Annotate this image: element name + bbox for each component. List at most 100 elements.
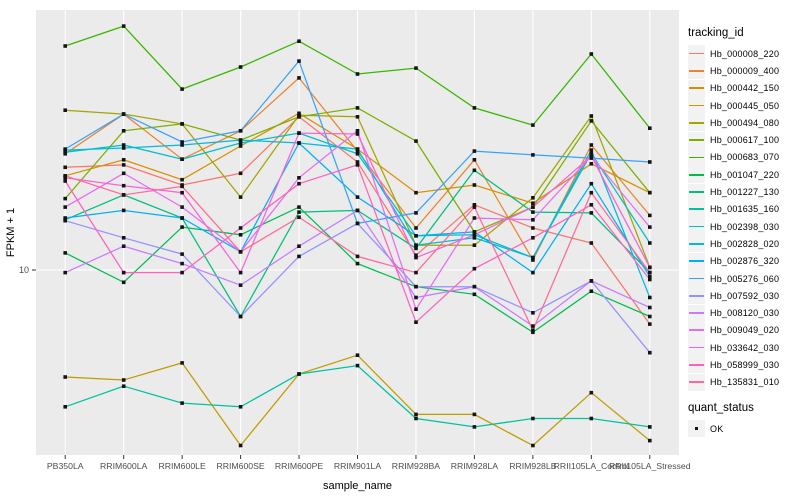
legend-item-Hb_001047_220: Hb_001047_220: [688, 166, 800, 184]
legend-key-line-icon: [689, 104, 704, 107]
data-point: [648, 213, 652, 218]
data-point: [121, 129, 126, 133]
data-point: [238, 138, 243, 142]
legend-key: [688, 131, 705, 149]
legend-item-Hb_000617_100: Hb_000617_100: [688, 131, 800, 149]
data-point: [355, 208, 360, 213]
data-point: [414, 211, 418, 215]
legend-key: [688, 304, 705, 322]
legend-item-Hb_001635_160: Hb_001635_160: [688, 200, 800, 218]
data-point: [472, 292, 477, 297]
data-point: [414, 307, 418, 311]
data-point: [648, 322, 652, 326]
legend-item-label: Hb_002876_320: [710, 256, 780, 267]
legend-key-line-icon: [689, 121, 704, 124]
data-point: [180, 177, 184, 182]
legend-key-line-icon: [689, 312, 704, 314]
data-point: [648, 277, 652, 282]
data-point: [472, 216, 477, 220]
legend-key: [688, 97, 705, 115]
legend-item-Hb_002876_320: Hb_002876_320: [688, 252, 800, 270]
x-tick-label: RRIM600SE: [216, 461, 264, 471]
data-point: [180, 122, 184, 126]
data-point: [531, 255, 535, 260]
data-point: [180, 184, 184, 189]
data-point: [472, 106, 477, 110]
legend-item-label: Hb_033642_030: [710, 342, 780, 353]
data-point: [355, 72, 360, 76]
legend-key: [688, 373, 705, 391]
data-point: [297, 205, 301, 209]
data-point: [648, 295, 652, 300]
legend-key: [688, 148, 705, 166]
legend-item-label: Hb_000008_220: [710, 48, 780, 59]
legend-item-label: Hb_002398_030: [710, 221, 780, 232]
legend-item-Hb_002828_020: Hb_002828_020: [688, 235, 800, 253]
x-tick-label: RRII105LA_Stressed: [609, 461, 691, 471]
data-point: [297, 244, 301, 248]
legend-key: [688, 114, 705, 132]
x-tick-label: RRIM600LA: [100, 461, 148, 471]
data-point: [414, 139, 418, 143]
data-point: [472, 233, 477, 237]
legend-key-line-icon: [689, 243, 704, 245]
data-point: [297, 210, 301, 214]
data-point: [589, 143, 594, 147]
data-point: [355, 132, 360, 136]
legend-item-label: Hb_058999_030: [710, 359, 780, 370]
data-point: [589, 279, 594, 283]
data-point: [589, 114, 594, 118]
data-point: [355, 152, 360, 156]
legend-key-line-icon: [689, 225, 704, 228]
x-tick-label: RRIM928BA: [392, 461, 440, 471]
data-point: [589, 190, 594, 195]
data-point: [238, 250, 243, 254]
legend-item-Hb_001227_130: Hb_001227_130: [688, 183, 800, 201]
data-point: [589, 203, 594, 207]
data-point: [472, 168, 477, 173]
data-point: [63, 205, 67, 209]
data-point: [589, 119, 594, 123]
legend-item-label: Hb_135831_010: [710, 377, 780, 388]
data-point: [472, 205, 477, 209]
data-point: [472, 266, 477, 271]
data-point: [63, 218, 67, 223]
data-point: [180, 143, 184, 147]
legend-key: [688, 183, 705, 201]
data-point: [589, 211, 594, 215]
data-point: [472, 236, 477, 240]
data-point: [63, 165, 67, 170]
data-point: [180, 252, 184, 256]
data-point: [238, 283, 243, 287]
data-point: [121, 244, 126, 248]
data-point: [472, 203, 477, 207]
legend: tracking_id Hb_000008_220 Hb_000009_400 Hb…: [688, 27, 800, 438]
data-point: [238, 171, 243, 176]
legend-item-Hb_008120_030: Hb_008120_030: [688, 304, 800, 322]
x-tick-label: RRIM600LE: [158, 461, 206, 471]
data-point: [531, 330, 535, 335]
data-point: [180, 401, 184, 405]
data-point: [589, 154, 594, 158]
data-point: [531, 205, 535, 209]
data-point: [589, 148, 594, 152]
data-point: [648, 126, 652, 130]
data-point: [648, 225, 652, 229]
legend-key: [688, 218, 705, 236]
data-point: [180, 205, 184, 209]
data-point: [297, 215, 301, 219]
legend-key: [688, 252, 705, 270]
data-point: [121, 158, 126, 162]
legend-key-line-icon: [689, 156, 704, 159]
data-point: [472, 243, 477, 247]
data-point: [63, 405, 67, 409]
data-point: [355, 129, 360, 133]
data-point: [63, 251, 67, 255]
legend-key: [688, 287, 705, 305]
data-point: [648, 305, 652, 310]
y-axis-title: FPKM + 1: [5, 208, 17, 257]
legend-item-label: Hb_000617_100: [710, 135, 780, 146]
data-point: [589, 162, 594, 166]
legend-title-tracking-id: tracking_id: [688, 27, 744, 39]
data-point: [355, 353, 360, 357]
